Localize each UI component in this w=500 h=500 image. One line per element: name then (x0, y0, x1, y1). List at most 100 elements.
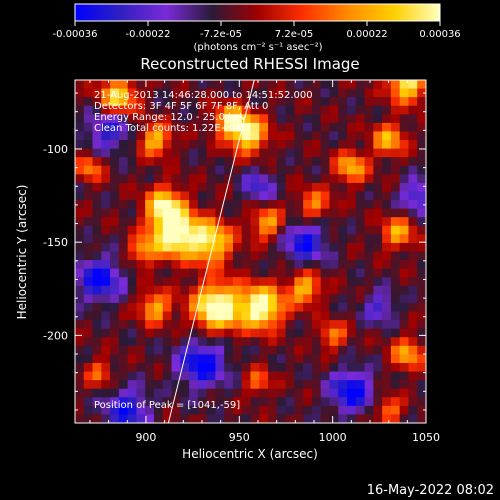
heatmap-cell (294, 354, 304, 364)
heatmap-cell (390, 320, 401, 330)
heatmap-cell (311, 328, 322, 338)
heatmap-cell (136, 380, 146, 390)
heatmap-cell (101, 131, 111, 141)
heatmap-cell (382, 277, 392, 287)
heatmap-cell (118, 277, 129, 287)
solar-limb-line (167, 80, 255, 423)
heatmap-cell (180, 328, 190, 338)
heatmap-cell (320, 388, 331, 398)
heatmap-cell (153, 388, 164, 398)
heatmap-cell (347, 208, 357, 218)
heatmap-cell (320, 294, 331, 304)
heatmap-cell (153, 105, 164, 115)
heatmap-cell (180, 277, 190, 287)
heatmap-cell (75, 277, 85, 287)
heatmap-cell (118, 371, 129, 381)
heatmap-cell (338, 225, 348, 235)
heatmap-cell (215, 208, 225, 218)
heatmap-cell (285, 165, 295, 175)
heatmap-cell (110, 371, 120, 381)
heatmap-cell (417, 242, 426, 253)
heatmap-cell (417, 191, 426, 201)
heatmap-cell (92, 388, 102, 398)
heatmap-cell (373, 131, 383, 141)
heatmap-cell (241, 114, 252, 124)
heatmap-cell (180, 414, 190, 423)
heatmap-cell (83, 311, 94, 321)
heatmap-cell (180, 114, 190, 124)
heatmap-cell (197, 182, 208, 193)
heatmap-cell (215, 88, 225, 98)
heatmap-cell (276, 208, 287, 218)
heatmap-cell (417, 277, 426, 287)
heatmap-cell (75, 268, 85, 278)
heatmap-cell (224, 337, 234, 347)
heatmap-cell (110, 320, 120, 330)
heatmap-cell (390, 277, 401, 287)
heatmap-cell (75, 337, 85, 347)
heatmap-cell (276, 277, 287, 287)
heatmap-cell (382, 345, 392, 355)
heatmap-cell (373, 311, 383, 321)
heatmap-cell (232, 191, 243, 201)
heatmap-cell (373, 242, 383, 253)
heatmap-cell (382, 354, 392, 364)
heatmap-cell (224, 362, 234, 373)
heatmap-cell (320, 345, 331, 355)
heatmap-cell (338, 88, 348, 98)
heatmap-cell (355, 328, 366, 338)
heatmap-cell (276, 268, 287, 278)
heatmap-cell (355, 174, 366, 184)
heatmap-cell (127, 114, 138, 124)
heatmap-cell (320, 200, 331, 210)
heatmap-cell (399, 311, 410, 321)
heatmap-cell (390, 174, 401, 184)
heatmap-cell (224, 380, 234, 390)
heatmap-cell (382, 80, 392, 90)
heatmap-cell (197, 217, 208, 227)
heatmap-cell (303, 260, 313, 270)
heatmap-cell (83, 208, 94, 218)
heatmap-cell (92, 225, 102, 235)
heatmap-cell (276, 337, 287, 347)
heatmap-cell (171, 328, 181, 338)
heatmap-cell (276, 371, 287, 381)
heatmap-cell (417, 174, 426, 184)
heatmap-cell (259, 182, 269, 193)
heatmap-cell (162, 242, 173, 253)
heatmap-cell (408, 414, 418, 423)
heatmap-cell (206, 277, 217, 287)
heatmap-cell (382, 157, 392, 167)
heatmap-cell (224, 97, 234, 107)
heatmap-cell (382, 328, 392, 338)
heatmap-cell (136, 157, 146, 167)
heatmap-cell (118, 225, 129, 235)
heatmap-cell (417, 362, 426, 373)
heatmap-cell (127, 157, 138, 167)
heatmap-cell (347, 140, 357, 150)
heatmap-cell (355, 251, 366, 261)
heatmap-cell (390, 157, 401, 167)
heatmap-cell (171, 88, 181, 98)
heatmap-cell (417, 337, 426, 347)
heatmap-cell (145, 217, 155, 227)
heatmap-cell (118, 157, 129, 167)
heatmap-cell (355, 260, 366, 270)
heatmap-cell (364, 311, 374, 321)
heatmap-cell (390, 311, 401, 321)
heatmap-cell (241, 345, 252, 355)
heatmap-cell (162, 122, 173, 133)
heatmap-cell (171, 251, 181, 261)
heatmap-cell (329, 148, 339, 158)
heatmap-cell (259, 234, 269, 244)
heatmap-cell (215, 251, 225, 261)
heatmap-cell (180, 397, 190, 407)
heatmap-cell (83, 122, 94, 133)
heatmap-cell (382, 294, 392, 304)
heatmap-cell (311, 311, 322, 321)
heatmap-cell (180, 260, 190, 270)
heatmap-cell (259, 88, 269, 98)
heatmap-cell (408, 105, 418, 115)
heatmap-cell (101, 380, 111, 390)
heatmap-cell (206, 217, 217, 227)
